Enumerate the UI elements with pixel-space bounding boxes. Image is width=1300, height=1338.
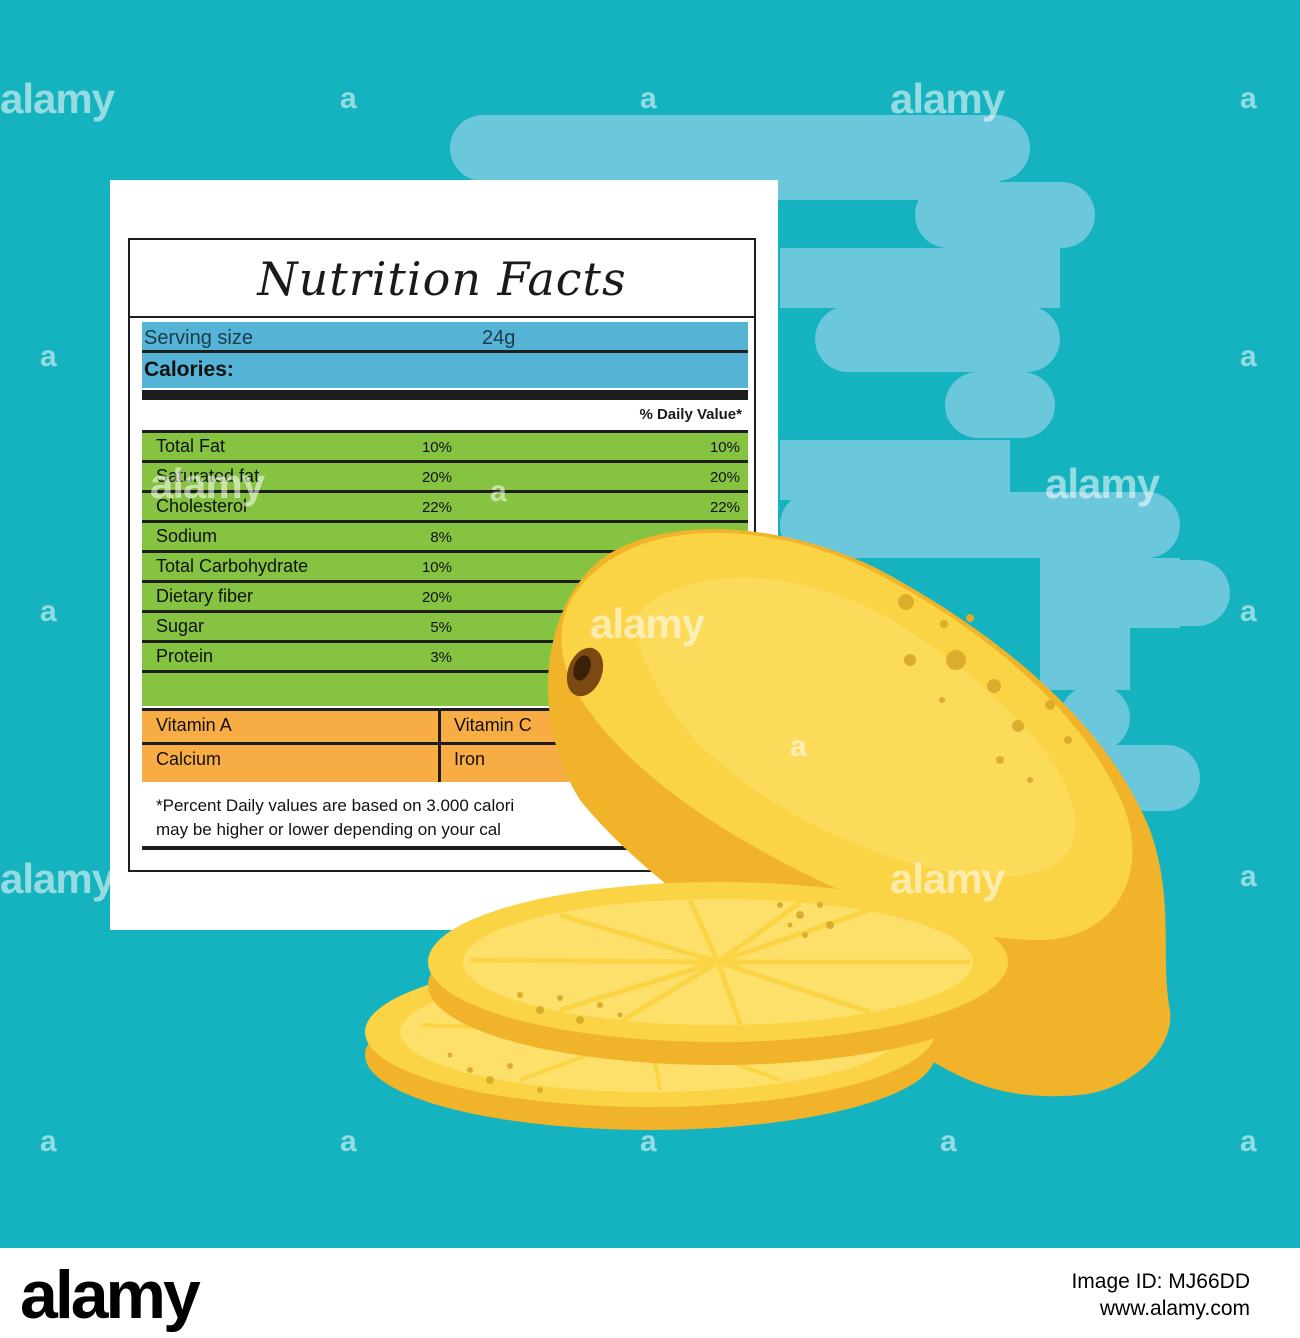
watermark-letter: a: [340, 1125, 357, 1158]
nutrient-percent: 5%: [430, 619, 452, 636]
watermark-letter: a: [1240, 340, 1257, 373]
nutrient-row: Total Fat 10% 10%: [142, 433, 748, 463]
nutrient-percent: 10%: [421, 559, 452, 576]
watermark: alamy: [890, 855, 1005, 902]
serving-size-label: Serving size: [144, 327, 253, 349]
site-url: www.alamy.com: [1099, 1297, 1250, 1320]
nutrient-row: Cholesterol 22% 22%: [142, 493, 748, 523]
footnote: *Percent Daily values are based on 3.000…: [156, 794, 746, 842]
nutrient-percent: 20%: [421, 469, 452, 486]
iron-label: Iron: [454, 749, 486, 769]
watermark-letter: a: [640, 82, 657, 115]
calories-row: Calories:: [142, 355, 748, 386]
label-title: Nutrition Facts: [257, 252, 627, 306]
nutrient-percent: 3%: [430, 649, 452, 666]
vitamin-c-label: Vitamin C: [454, 715, 532, 735]
nutrient-row: Total Carbohydrate 10%: [142, 553, 748, 583]
nutrient-percent: 8%: [430, 529, 452, 546]
nutrient-daily-value: 10%: [709, 439, 740, 456]
nutrient-percent: 10%: [421, 439, 452, 456]
watermark: alamy: [1045, 460, 1160, 507]
calories-label: Calories:: [144, 358, 234, 381]
nutrient-name: Saturated fat: [156, 466, 260, 486]
thick-rule: [142, 390, 748, 400]
nutrient-row: Saturated fat 20% 20%: [142, 463, 748, 493]
nutrient-name: Total Fat: [156, 436, 226, 456]
vitamin-row: Vitamin A Vitamin C: [142, 711, 748, 745]
vitamin-divider: [438, 711, 441, 782]
vitamin-a-label: Vitamin A: [156, 715, 232, 735]
nutrition-label: Nutrition Facts Serving size 24g Calorie…: [128, 238, 756, 872]
watermark: alamy: [890, 75, 1005, 122]
nutrient-row: Protein 3%: [142, 643, 748, 673]
daily-value-header: % Daily Value*: [639, 406, 742, 423]
title-rule: [130, 316, 754, 318]
serving-size-value: 24g: [482, 327, 516, 349]
mineral-row: Calcium Iron: [142, 745, 748, 779]
serving-row: Serving size 24g: [142, 322, 748, 353]
alamy-logo: alamy: [20, 1257, 201, 1333]
nutrient-row: Sugar 5%: [142, 613, 748, 643]
vitamins-band: Vitamin A Vitamin C Calcium Iron: [142, 708, 748, 782]
nutrient-row: Dietary fiber 20%: [142, 583, 748, 613]
watermark: alamy: [150, 460, 265, 507]
footnote-line: may be higher or lower depending on your…: [156, 820, 501, 839]
watermark-letter: a: [940, 1125, 957, 1158]
nutrient-percent: 20%: [421, 589, 452, 606]
watermark: alamy: [0, 75, 115, 122]
nutrient-name: Sodium: [156, 526, 218, 546]
nutrient-daily-value: 22%: [709, 499, 740, 516]
watermark-letter: a: [1240, 860, 1257, 893]
watermark-letter: a: [640, 1125, 657, 1158]
watermark-letter: a: [40, 340, 57, 373]
footnote-line: *Percent Daily values are based on 3.000…: [156, 796, 515, 815]
watermark-letter: a: [790, 730, 807, 763]
image-id: Image ID: MJ66DD: [1071, 1270, 1250, 1293]
nutrient-percent: 22%: [421, 499, 452, 516]
footer-bar: alamy Image ID: MJ66DD www.alamy.com: [0, 1248, 1300, 1338]
watermark-letter: a: [340, 82, 357, 115]
watermark-letter: a: [1240, 595, 1257, 628]
watermark: alamy: [590, 600, 705, 647]
calcium-label: Calcium: [156, 749, 222, 769]
nutrient-row: Sodium 8%: [142, 523, 748, 553]
nutrient-name: Dietary fiber: [156, 586, 254, 606]
nutrient-name: Sugar: [156, 616, 205, 636]
watermark-letter: a: [1240, 82, 1257, 115]
watermark: alamy: [0, 855, 115, 902]
nutrient-daily-value: 20%: [709, 469, 740, 486]
nutrient-name: Cholesterol: [156, 496, 248, 516]
watermark-letter: a: [490, 475, 507, 508]
watermark-letter: a: [40, 595, 57, 628]
watermark-letter: a: [40, 1125, 57, 1158]
footnote-rule: [142, 846, 748, 850]
serving-band: Serving size 24g Calories:: [142, 322, 748, 388]
image-info: Image ID: MJ66DD www.alamy.com: [1071, 1268, 1250, 1322]
nutrient-name: Total Carbohydrate: [156, 556, 309, 576]
illustration: Nutrition Facts Serving size 24g Calorie…: [0, 0, 1300, 1248]
watermark-letter: a: [1240, 1125, 1257, 1158]
nutrient-name: Protein: [156, 646, 214, 666]
